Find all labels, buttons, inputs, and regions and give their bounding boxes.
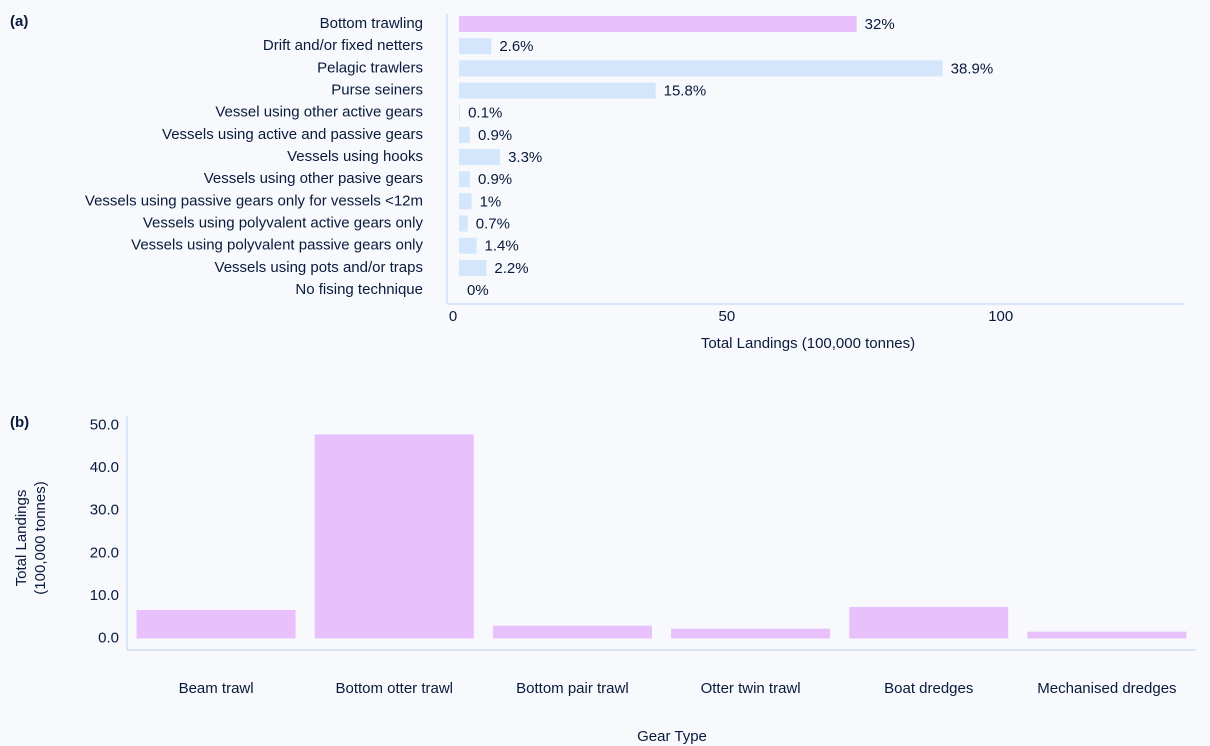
data-label: 0.9% <box>478 171 512 188</box>
data-label: 3.3% <box>508 149 542 166</box>
bar <box>136 609 296 639</box>
data-label: 0% <box>467 282 489 299</box>
y-tick-label: Vessels using pots and/or traps <box>215 259 423 276</box>
x-tick-label: Bottom pair trawl <box>516 680 629 697</box>
y-tick-label: 40.0 <box>90 459 119 476</box>
bar <box>459 38 492 55</box>
panel-label: (b) <box>10 414 29 431</box>
bar <box>1027 631 1187 639</box>
x-axis-title: Gear Type <box>637 728 707 745</box>
panel-label: (a) <box>10 13 28 30</box>
y-tick-label: 10.0 <box>90 587 119 604</box>
y-tick-label: 0.0 <box>98 629 119 646</box>
data-label: 32% <box>865 16 895 33</box>
y-axis-title: Total Landings <box>13 490 30 587</box>
data-label: 0.7% <box>476 215 510 232</box>
data-label: 1% <box>480 193 502 210</box>
y-tick-label: Vessels using passive gears only for ves… <box>85 192 423 209</box>
bar <box>459 259 487 276</box>
x-tick-label: Mechanised dredges <box>1037 680 1176 697</box>
y-tick-label: Vessels using active and passive gears <box>162 126 423 143</box>
y-tick-label: Vessel using other active gears <box>215 104 423 121</box>
data-label: 15.8% <box>664 82 707 99</box>
y-tick-label: Vessels using other pasive gears <box>204 170 423 187</box>
bar <box>459 171 470 188</box>
x-tick-label: 50 <box>719 308 736 325</box>
x-tick-label: Bottom otter trawl <box>335 680 453 697</box>
bar <box>492 625 652 639</box>
data-label: 2.2% <box>494 260 528 277</box>
x-axis-title: Total Landings (100,000 tonnes) <box>701 335 915 352</box>
y-tick-label: 20.0 <box>90 544 119 561</box>
y-tick-label: 50.0 <box>90 416 119 433</box>
data-label: 0.9% <box>478 127 512 144</box>
bar <box>459 149 501 166</box>
y-tick-label: 30.0 <box>90 502 119 519</box>
bar <box>459 215 468 232</box>
data-label: 1.4% <box>485 238 519 255</box>
data-label: 0.1% <box>468 105 502 122</box>
bar <box>459 193 472 210</box>
y-tick-label: Purse seiners <box>331 81 423 98</box>
x-tick-label: Beam trawl <box>179 680 254 697</box>
bar <box>849 606 1009 639</box>
bar <box>459 60 943 77</box>
y-tick-label: Bottom trawling <box>320 15 423 32</box>
data-label: 2.6% <box>499 38 533 55</box>
y-tick-label: Vessels using polyvalent passive gears o… <box>131 237 423 254</box>
y-tick-label: Pelagic trawlers <box>317 59 423 76</box>
x-tick-label: Otter twin trawl <box>701 680 801 697</box>
x-tick-label: 0 <box>449 308 457 325</box>
bar <box>459 16 857 32</box>
bar <box>314 434 474 639</box>
y-tick-label: Drift and/or fixed netters <box>263 37 423 54</box>
data-label: 38.9% <box>951 60 994 77</box>
bar <box>459 126 470 143</box>
y-tick-label: No fising technique <box>295 281 423 298</box>
bar <box>459 82 656 99</box>
x-tick-label: Boat dredges <box>884 680 973 697</box>
bar <box>671 628 831 639</box>
y-axis-title: (100,000 tonnes) <box>32 481 49 594</box>
y-tick-label: Vessels using hooks <box>287 148 423 165</box>
bar <box>459 237 477 254</box>
y-tick-label: Vessels using polyvalent active gears on… <box>143 214 424 231</box>
x-tick-label: 100 <box>988 308 1013 325</box>
bar <box>459 104 461 121</box>
